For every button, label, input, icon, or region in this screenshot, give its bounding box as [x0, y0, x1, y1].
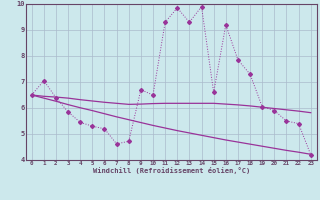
X-axis label: Windchill (Refroidissement éolien,°C): Windchill (Refroidissement éolien,°C) [92, 167, 250, 174]
